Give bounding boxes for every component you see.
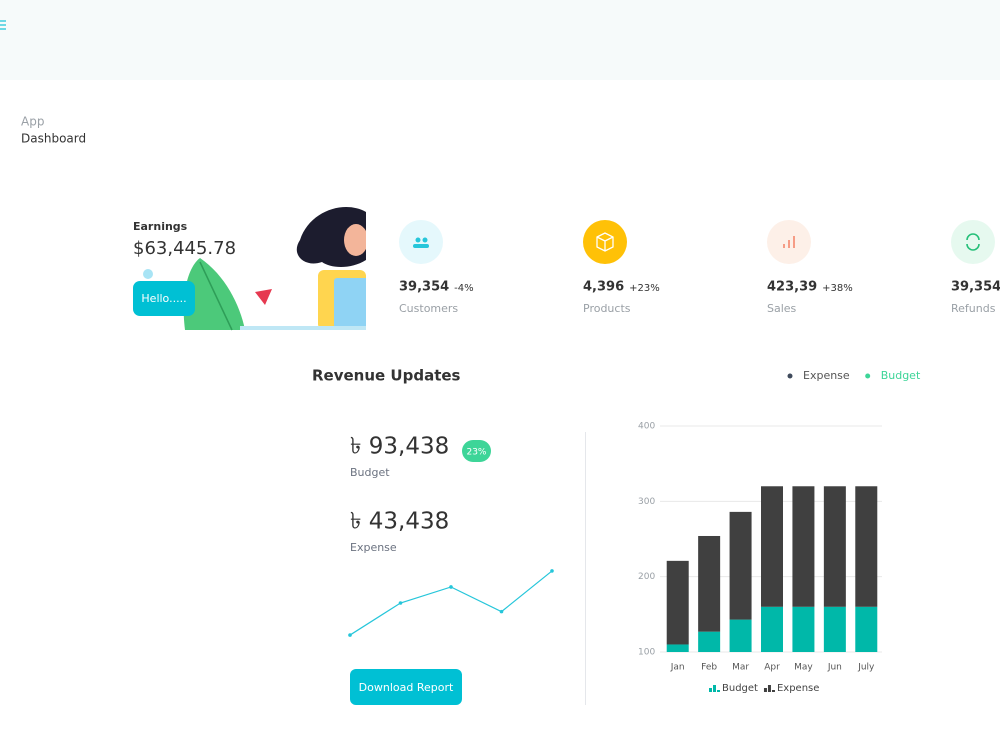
stat-icon [951, 220, 995, 264]
x-tick-label: Feb [701, 663, 717, 673]
bar [666, 644, 689, 652]
legend-icon [709, 685, 720, 692]
stat-value: 39,354 [399, 280, 449, 295]
stat-change: +38% [822, 283, 853, 294]
stat-label: Refunds [951, 302, 996, 315]
stat-change: -4% [454, 283, 473, 294]
x-tick-label: Jan [670, 663, 685, 673]
legend-icon [763, 685, 775, 692]
earnings-value: $63,445.78 [133, 238, 236, 259]
stat-label: Products [583, 302, 631, 315]
bar [666, 560, 689, 645]
bar [698, 631, 721, 652]
expense-label: Expense [350, 541, 397, 554]
bar [729, 619, 752, 652]
legend-label: Expense [777, 683, 819, 694]
bar [855, 486, 878, 607]
badge-text: 23% [466, 448, 486, 458]
stat-value: 423,39 [767, 280, 817, 295]
bar [823, 606, 846, 652]
budget-label: Budget [350, 466, 390, 479]
hello-text: Hello..... [141, 292, 186, 305]
legend-icon-bar [767, 685, 771, 692]
legend-dot [787, 373, 793, 379]
bar [761, 486, 783, 607]
sparkline-point [499, 609, 504, 614]
bar [855, 606, 878, 652]
bar [792, 606, 815, 652]
sparkline-point [449, 585, 453, 589]
sparkline-point [348, 633, 352, 637]
header [0, 0, 1000, 80]
bar [792, 486, 815, 607]
breadcrumb: App [21, 115, 44, 129]
stat-icon [583, 220, 627, 264]
legend-icon-bar [771, 690, 775, 692]
legend-label: Budget [881, 369, 921, 382]
stat-label: Sales [767, 302, 797, 315]
bar [698, 535, 721, 632]
x-tick-label: July [857, 663, 875, 673]
x-tick-label: Jun [827, 663, 842, 673]
breadcrumb: Dashboard [21, 132, 86, 146]
download-button[interactable] [350, 669, 462, 705]
y-tick-label: 300 [638, 497, 655, 507]
bar [729, 511, 752, 620]
badge [462, 440, 491, 462]
legend-icon-bar [709, 688, 712, 692]
bar [823, 486, 846, 607]
budget-amount: ৳ 93,438 [350, 434, 449, 460]
legend-icon-bar [763, 688, 767, 692]
x-tick-label: May [794, 663, 813, 673]
bar [761, 606, 783, 652]
x-tick-label: Apr [764, 663, 780, 673]
y-tick-label: 100 [638, 648, 655, 658]
expense-amount: ৳ 43,438 [350, 509, 449, 535]
stat-label: Customers [399, 302, 458, 315]
legend-icon-bar [717, 690, 720, 692]
x-tick-label: Mar [732, 663, 749, 673]
y-tick-label: 400 [638, 422, 655, 432]
sparkline [349, 570, 553, 636]
hello-button[interactable] [133, 281, 195, 316]
y-tick-label: 200 [638, 572, 655, 582]
sparkline-point [550, 569, 554, 573]
illustration [143, 207, 366, 331]
earnings-label: Earnings [133, 220, 188, 233]
download-text: Download Report [359, 681, 454, 694]
stat-icon [767, 220, 811, 264]
stat-value: 4,396 [583, 280, 624, 295]
legend-icon-bar [713, 685, 716, 692]
sparkline-point [398, 601, 403, 605]
stat-icon [399, 220, 443, 264]
stat-change: +23% [629, 283, 660, 294]
legend-label: Expense [803, 369, 850, 382]
menu-icon[interactable] [0, 20, 6, 30]
section-title: Revenue Updates [312, 367, 461, 385]
legend-dot [865, 373, 871, 379]
stat-value: 39,354 [951, 280, 1000, 295]
legend-label: Budget [722, 683, 758, 694]
